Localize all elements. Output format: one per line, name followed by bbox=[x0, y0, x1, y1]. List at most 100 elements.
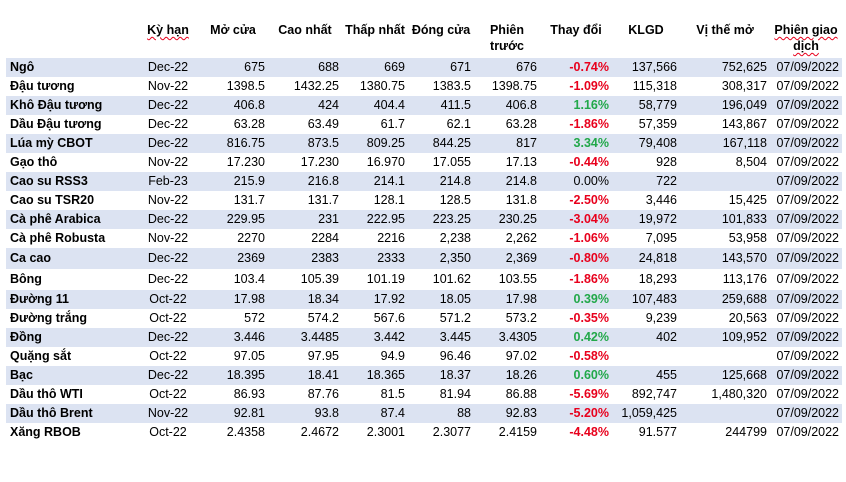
cell-low: 2.3001 bbox=[366, 425, 405, 439]
cell-open-interest: 20,563 bbox=[728, 311, 767, 325]
cell-high: 216.8 bbox=[268, 172, 342, 191]
cell-high: 424 bbox=[268, 96, 342, 115]
cell-change: -0.44% bbox=[569, 155, 609, 169]
cell-session-date: 07/09/2022 bbox=[770, 248, 842, 269]
cell-prev-close: 131.8 bbox=[505, 193, 537, 207]
cell-session-date: 07/09/2022 bbox=[776, 193, 839, 207]
cell-commodity-name: Quặng sắt bbox=[10, 349, 72, 363]
cell-prev-close: 63.28 bbox=[505, 117, 537, 131]
cell-low: 18.365 bbox=[342, 366, 408, 385]
table-row: Đường trắng Oct-22 572 574.2 567.6 571.2 573.2… bbox=[6, 309, 842, 328]
cell-session-date: 07/09/2022 bbox=[770, 172, 842, 191]
cell-term: Oct-22 bbox=[149, 311, 187, 325]
cell-term: Nov-22 bbox=[147, 155, 189, 169]
cell-term: Dec-22 bbox=[138, 96, 198, 115]
cell-commodity-name: Dầu thô WTI bbox=[10, 387, 83, 401]
table-row: Cao su TSR20 Nov-22 131.7 131.7 128.1 128.5 13… bbox=[6, 191, 842, 210]
cell-close: 88 bbox=[408, 404, 474, 423]
cell-high: 688 bbox=[268, 58, 342, 77]
cell-open-interest: 113,176 bbox=[722, 272, 767, 286]
cell-term: Dec-22 bbox=[147, 272, 189, 286]
cell-commodity-name: Cà phê Arabica bbox=[6, 210, 138, 229]
cell-low: 2333 bbox=[342, 248, 408, 269]
cell-open: 97.05 bbox=[233, 349, 265, 363]
cell-low: 567.6 bbox=[373, 311, 405, 325]
table-row: Quặng sắt Oct-22 97.05 97.95 94.9 96.46 97.02 -… bbox=[6, 347, 842, 366]
cell-commodity-name: Ca cao bbox=[6, 248, 138, 269]
cell-open-interest: 125,668 bbox=[680, 366, 770, 385]
cell-open: 229.95 bbox=[198, 210, 268, 229]
cell-prev-close: 97.02 bbox=[505, 349, 537, 363]
col-header-open: Mở cửa bbox=[210, 23, 256, 37]
cell-session-date: 07/09/2022 bbox=[770, 290, 842, 309]
cell-change: -0.74% bbox=[540, 58, 612, 77]
cell-prev-close: 2.4159 bbox=[498, 425, 537, 439]
cell-close: 18.05 bbox=[408, 290, 474, 309]
cell-session-date: 07/09/2022 bbox=[776, 231, 839, 245]
cell-volume: 7,095 bbox=[645, 231, 677, 245]
cell-term: Feb-23 bbox=[138, 172, 198, 191]
cell-change: -3.04% bbox=[540, 210, 612, 229]
cell-close: 96.46 bbox=[439, 349, 471, 363]
cell-change: 1.16% bbox=[540, 96, 612, 115]
col-header-high: Cao nhất bbox=[278, 23, 332, 37]
cell-open: 215.9 bbox=[198, 172, 268, 191]
col-header-low: Thấp nhất bbox=[345, 23, 405, 37]
cell-prev-close: 573.2 bbox=[505, 311, 537, 325]
col-header-term: Kỳ hạn bbox=[147, 23, 189, 37]
cell-high: 3.4485 bbox=[268, 328, 342, 347]
cell-change: -1.06% bbox=[569, 231, 609, 245]
cell-low: 87.4 bbox=[342, 404, 408, 423]
cell-prev-close: 2,369 bbox=[474, 248, 540, 269]
cell-prev-close: 17.98 bbox=[474, 290, 540, 309]
cell-prev-close: 230.25 bbox=[474, 210, 540, 229]
cell-change: -5.20% bbox=[540, 404, 612, 423]
cell-close: 2.3077 bbox=[432, 425, 471, 439]
cell-volume: 137,566 bbox=[612, 58, 680, 77]
cell-commodity-name: Lúa mỳ CBOT bbox=[6, 134, 138, 153]
cell-prev-close: 817 bbox=[474, 134, 540, 153]
cell-close: 214.8 bbox=[408, 172, 474, 191]
cell-change: 0.39% bbox=[540, 290, 612, 309]
col-header-prev: Phiên trước bbox=[489, 23, 525, 53]
cell-high: 97.95 bbox=[307, 349, 339, 363]
table-row: Dầu thô WTI Oct-22 86.93 87.76 81.5 81.94 86.8… bbox=[6, 385, 842, 404]
cell-session-date: 07/09/2022 bbox=[770, 210, 842, 229]
cell-close: 1383.5 bbox=[432, 79, 471, 93]
table-row: Lúa mỳ CBOT Dec-22 816.75 873.5 809.25 844.25… bbox=[6, 134, 842, 153]
cell-close: 411.5 bbox=[408, 96, 474, 115]
table-row: Gạo thô Nov-22 17.230 17.230 16.970 17.055 17.… bbox=[6, 153, 842, 172]
cell-change: -0.80% bbox=[540, 248, 612, 269]
cell-term: Oct-22 bbox=[149, 349, 187, 363]
cell-session-date: 07/09/2022 bbox=[776, 117, 839, 131]
cell-low: 128.1 bbox=[373, 193, 405, 207]
header-row: Kỳ hạn Mở cửa Cao nhất Thấp nhất Đóng cử… bbox=[6, 22, 842, 58]
cell-volume: 91.577 bbox=[638, 425, 677, 439]
cell-volume: 722 bbox=[612, 172, 680, 191]
cell-high: 18.41 bbox=[268, 366, 342, 385]
cell-open-interest: 196,049 bbox=[680, 96, 770, 115]
cell-commodity-name: Cao su TSR20 bbox=[10, 193, 95, 207]
cell-high: 93.8 bbox=[268, 404, 342, 423]
cell-commodity-name: Bạc bbox=[6, 366, 138, 385]
col-header-close: Đóng cửa bbox=[411, 23, 471, 37]
cell-close: 223.25 bbox=[408, 210, 474, 229]
cell-session-date: 07/09/2022 bbox=[770, 328, 842, 347]
cell-open: 17.230 bbox=[226, 155, 265, 169]
cell-commodity-name: Đường 11 bbox=[6, 290, 138, 309]
cell-volume: 3,446 bbox=[645, 193, 677, 207]
cell-volume: 24,818 bbox=[612, 248, 680, 269]
cell-high: 105.39 bbox=[300, 272, 339, 286]
cell-change: -2.50% bbox=[569, 193, 609, 207]
cell-volume: 928 bbox=[656, 155, 677, 169]
cell-open-interest bbox=[680, 172, 770, 191]
cell-term: Dec-22 bbox=[138, 210, 198, 229]
table-row: Đường 11 Oct-22 17.98 18.34 17.92 18.05 17.98 0… bbox=[6, 290, 842, 309]
cell-prev-close: 86.88 bbox=[505, 387, 537, 401]
cell-prev-close: 17.13 bbox=[505, 155, 537, 169]
cell-change: -0.35% bbox=[569, 311, 609, 325]
cell-term: Nov-22 bbox=[147, 231, 189, 245]
table-row: Ngô Dec-22 675 688 669 671 676 -0.74% 137,566 752… bbox=[6, 58, 842, 77]
cell-commodity-name: Xăng RBOB bbox=[10, 425, 81, 439]
cell-high: 873.5 bbox=[268, 134, 342, 153]
